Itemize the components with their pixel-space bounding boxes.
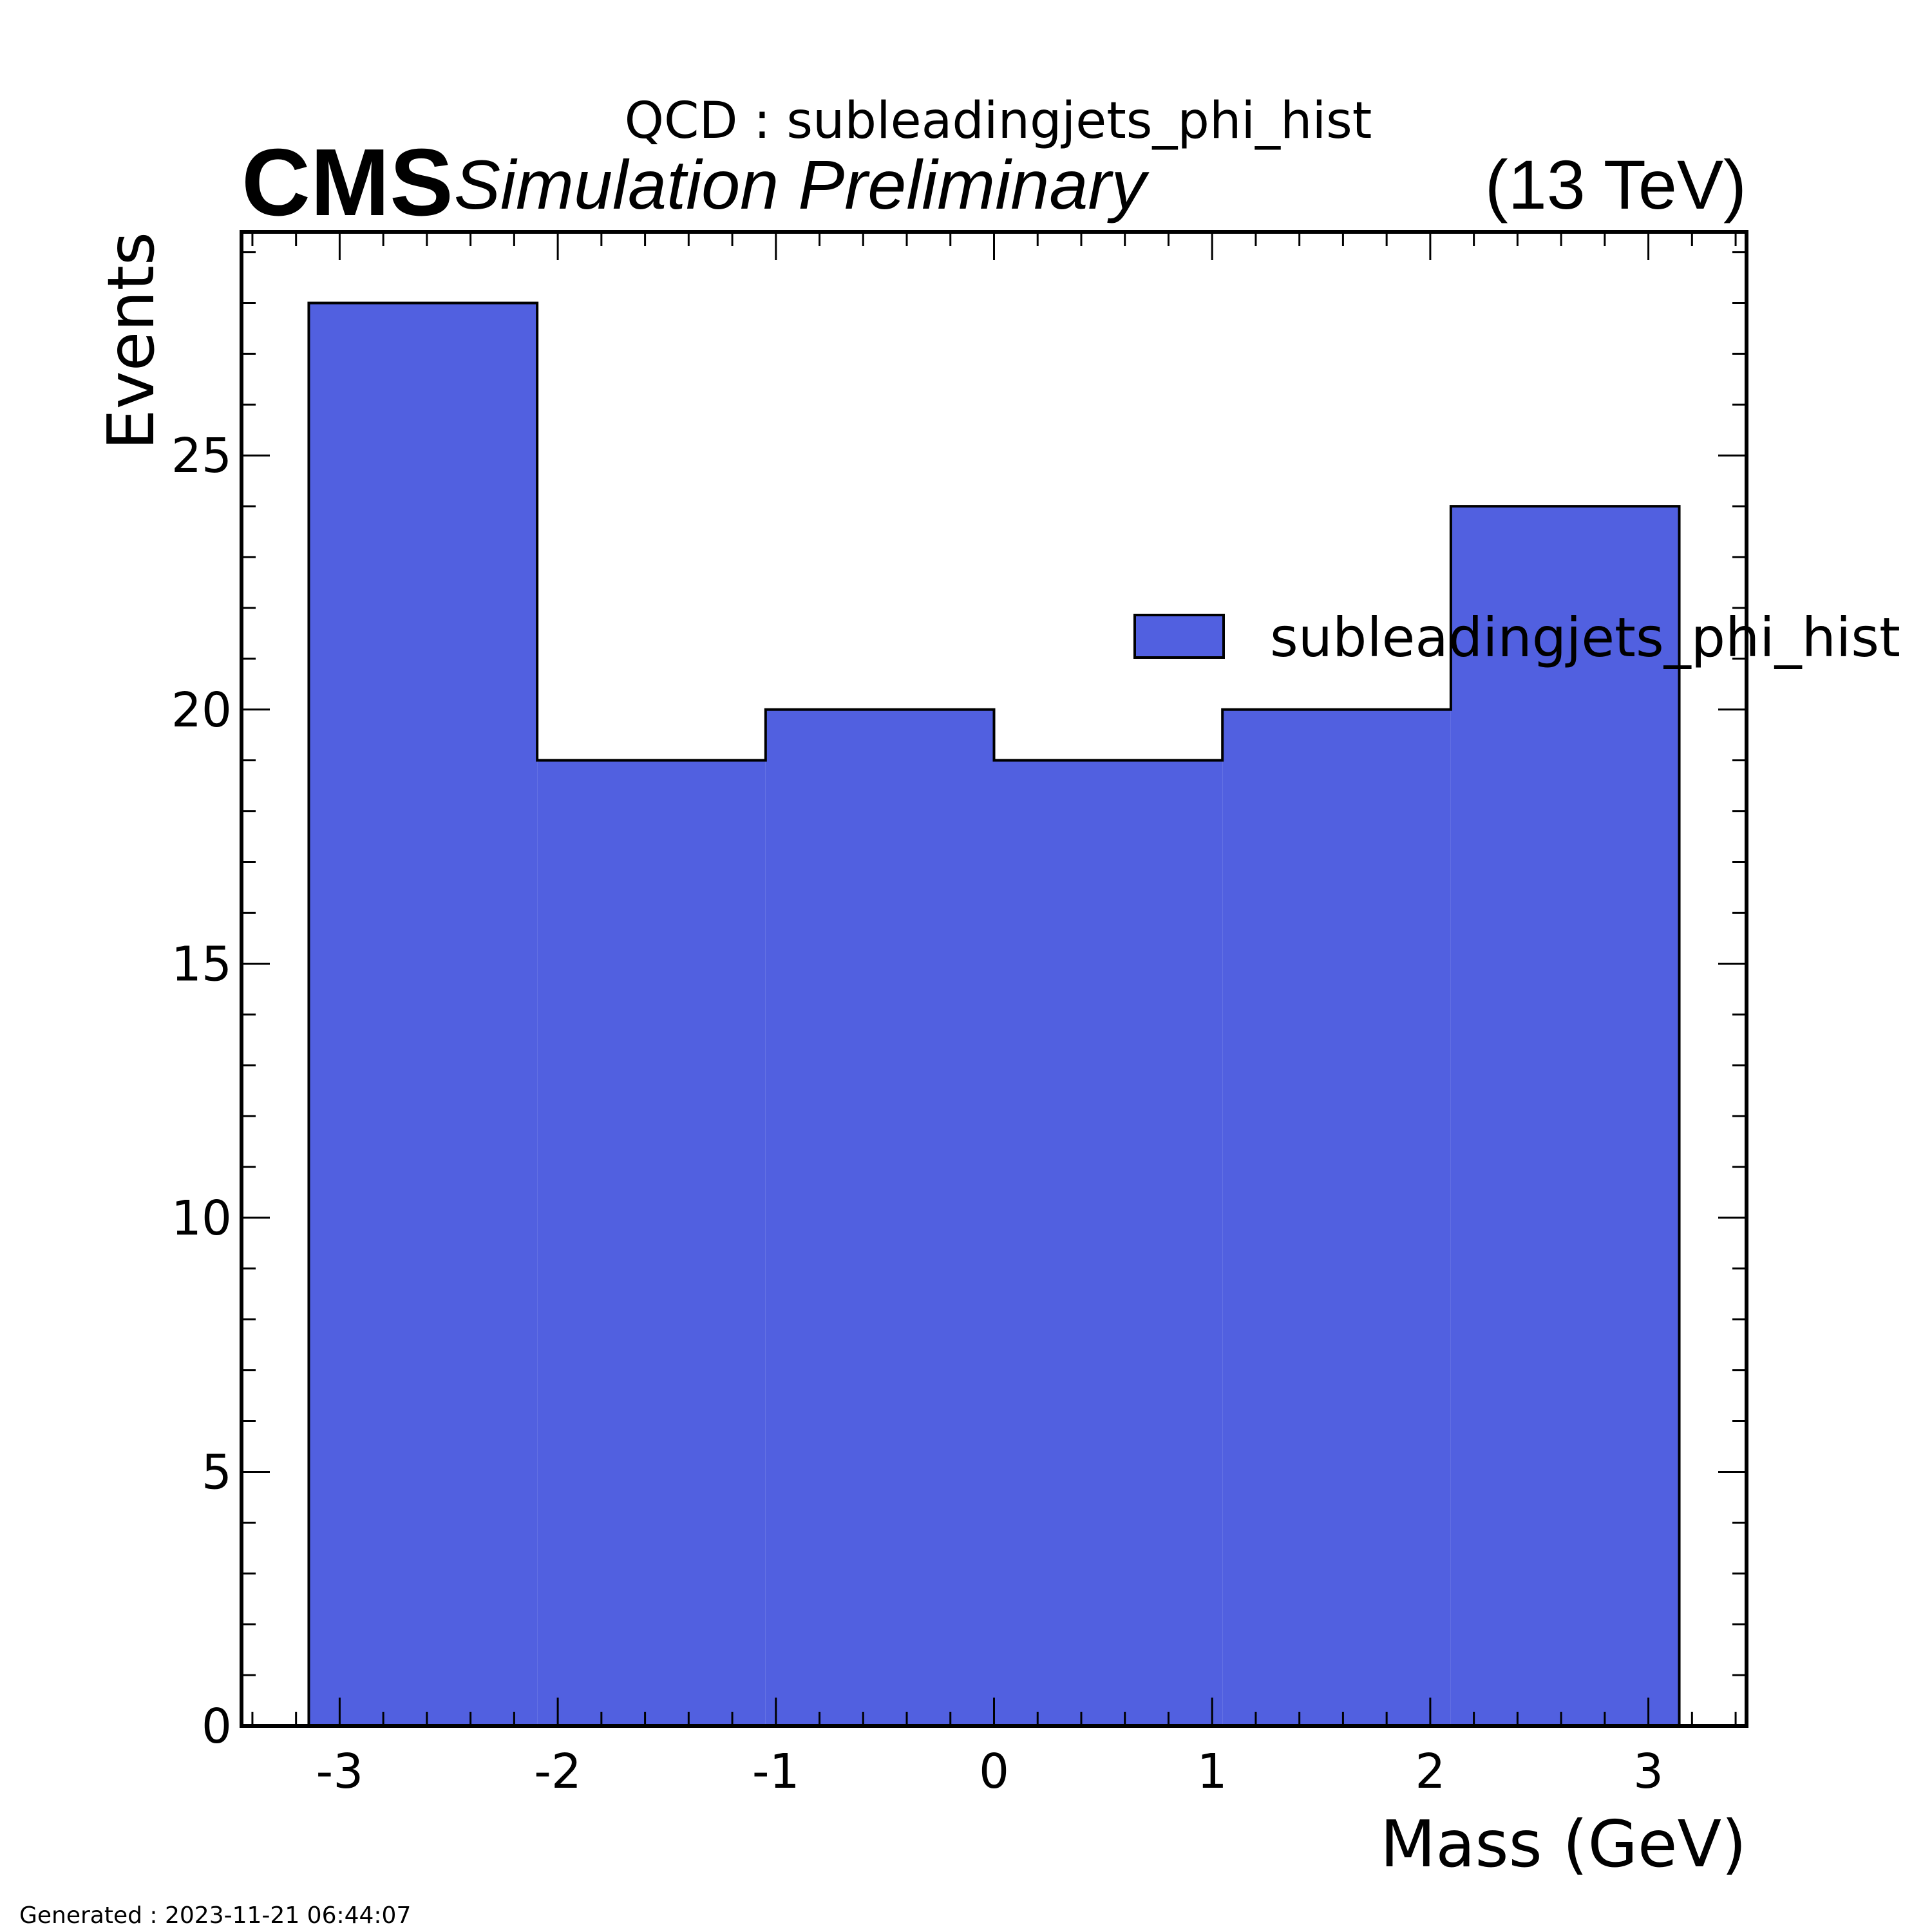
legend: subleadingjets_phi_hist <box>1133 606 1900 669</box>
y-tick-label: 5 <box>202 1444 232 1500</box>
histogram-bar <box>765 709 994 1726</box>
histogram-bar <box>1222 709 1451 1726</box>
simulation-preliminary-label: Simulation Preliminary <box>454 146 1150 223</box>
x-tick-label: 1 <box>1197 1744 1227 1799</box>
plot-frame <box>240 230 1748 1728</box>
histogram-bar <box>308 303 538 1727</box>
x-axis-label: Mass (GeV) <box>1380 1806 1747 1882</box>
x-tick-label: 3 <box>1633 1744 1663 1799</box>
legend-entry-label: subleadingjets_phi_hist <box>1270 606 1900 669</box>
histogram-bar <box>1450 506 1680 1726</box>
energy-label: (13 TeV) <box>1485 146 1747 223</box>
legend-swatch <box>1133 614 1225 659</box>
cms-label: CMS <box>242 129 453 236</box>
histogram-bar <box>537 760 766 1726</box>
chart-title: QCD : subleadingjets_phi_hist <box>625 92 1372 150</box>
x-tick-label: 2 <box>1415 1744 1445 1799</box>
y-tick-label: 25 <box>171 428 232 484</box>
y-tick-label: 20 <box>171 683 232 738</box>
axis-ticks <box>242 232 1747 1727</box>
y-tick-label: 10 <box>171 1191 232 1246</box>
y-axis-label: Events <box>93 232 169 450</box>
x-tick-label: 0 <box>979 1744 1009 1799</box>
histogram-outline <box>307 301 1681 1726</box>
x-tick-label: -2 <box>534 1744 582 1799</box>
y-tick-label: 0 <box>202 1699 232 1754</box>
tick-labels: -3 -2 -1 0 1 2 3 0 5 10 15 20 25 <box>171 428 1663 1799</box>
histogram-bar <box>994 760 1223 1726</box>
y-tick-label: 15 <box>171 936 232 992</box>
x-tick-label: -1 <box>752 1744 800 1799</box>
x-tick-label: -3 <box>316 1744 364 1799</box>
histogram-bars <box>307 301 1681 1727</box>
generated-timestamp: Generated : 2023-11-21 06:44:07 <box>19 1902 411 1929</box>
